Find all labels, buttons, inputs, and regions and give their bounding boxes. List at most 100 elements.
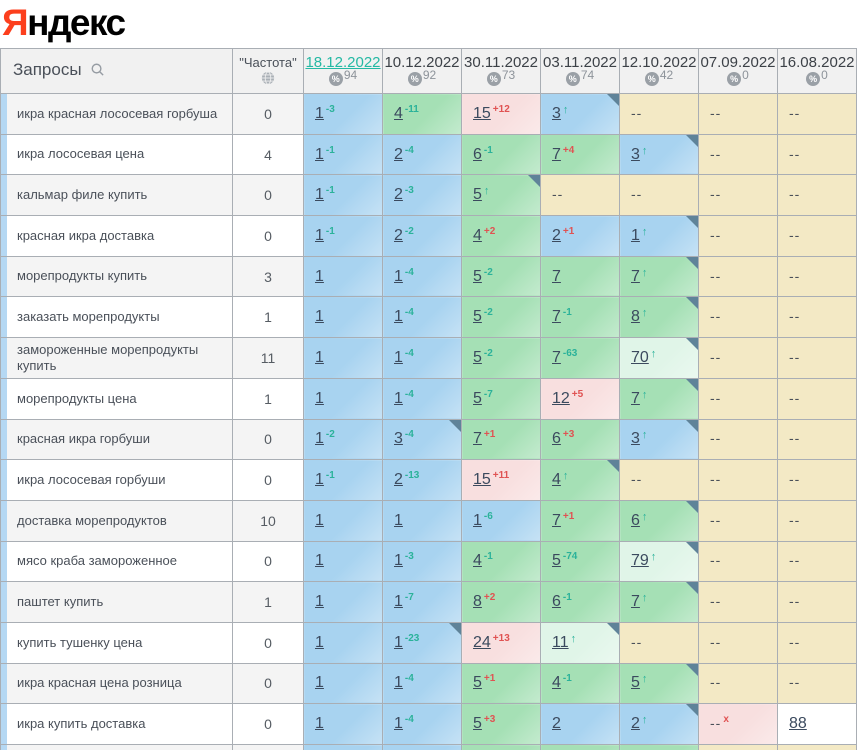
position-link[interactable]: 1 (315, 145, 324, 163)
position-link[interactable]: 1 (315, 430, 324, 448)
position-link[interactable]: 5 (473, 389, 482, 407)
date-link[interactable]: 07.09.2022 (700, 54, 776, 71)
position-link[interactable]: 7 (552, 308, 561, 326)
position-link[interactable]: 4 (552, 471, 561, 489)
row-select-strip[interactable] (1, 623, 7, 663)
row-select-strip[interactable] (1, 257, 7, 296)
position-link[interactable]: 5 (473, 674, 482, 692)
position-link[interactable]: 1 (473, 511, 482, 529)
position-link[interactable]: 2 (394, 186, 403, 204)
position-link[interactable]: 1 (315, 471, 324, 489)
position-link[interactable]: 79 (631, 552, 649, 570)
position-link[interactable]: 2 (631, 715, 640, 733)
position-link[interactable]: 2 (394, 471, 403, 489)
position-link[interactable]: 24 (473, 633, 491, 651)
row-select-strip[interactable] (1, 379, 7, 419)
position-link[interactable]: 1 (394, 633, 403, 651)
position-link[interactable]: 4 (473, 226, 482, 244)
position-link[interactable]: 7 (631, 267, 640, 285)
row-select-strip[interactable] (1, 460, 7, 500)
position-link[interactable]: 15 (473, 104, 491, 122)
position-link[interactable]: 1 (315, 633, 324, 651)
row-select-strip[interactable] (1, 94, 7, 134)
position-link[interactable]: 1 (394, 511, 403, 529)
position-link[interactable]: 1 (315, 226, 324, 244)
position-link[interactable]: 12 (552, 389, 570, 407)
position-link[interactable]: 6 (473, 145, 482, 163)
position-link[interactable]: 1 (631, 226, 640, 244)
position-link[interactable]: 7 (473, 430, 482, 448)
position-link[interactable]: 1 (394, 674, 403, 692)
position-link[interactable]: 8 (631, 308, 640, 326)
position-link[interactable]: 2 (552, 226, 561, 244)
position-link[interactable]: 1 (315, 715, 324, 733)
position-link[interactable]: 7 (631, 389, 640, 407)
position-link[interactable]: 5 (473, 267, 482, 285)
position-link[interactable]: 7 (552, 511, 561, 529)
position-link[interactable]: 1 (315, 552, 324, 570)
position-link[interactable]: 1 (394, 593, 403, 611)
row-select-strip[interactable] (1, 419, 7, 459)
row-select-strip[interactable] (1, 664, 7, 703)
row-select-strip[interactable] (1, 338, 7, 378)
position-link[interactable]: 1 (315, 267, 324, 285)
active-date-link[interactable]: 18.12.2022 (305, 54, 381, 71)
date-link[interactable]: 30.11.2022 (464, 54, 538, 71)
row-select-strip[interactable] (1, 501, 7, 541)
search-icon[interactable] (90, 62, 105, 81)
row-select-strip[interactable] (1, 175, 7, 215)
position-link[interactable]: 5 (473, 348, 482, 366)
date-link[interactable]: 03.11.2022 (543, 54, 617, 71)
position-link[interactable]: 7 (552, 267, 561, 285)
position-link[interactable]: 4 (473, 552, 482, 570)
position-link[interactable]: 2 (394, 145, 403, 163)
position-link[interactable]: 2 (394, 226, 403, 244)
position-link[interactable]: 1 (315, 348, 324, 366)
position-link[interactable]: 1 (394, 308, 403, 326)
position-link[interactable]: 1 (315, 104, 324, 122)
position-link[interactable]: 1 (394, 267, 403, 285)
position-link[interactable]: 5 (473, 308, 482, 326)
position-link[interactable]: 1 (315, 593, 324, 611)
date-link[interactable]: 10.12.2022 (384, 54, 460, 71)
row-select-strip[interactable] (1, 704, 7, 744)
position-link[interactable]: 3 (552, 104, 561, 122)
position-link[interactable]: 1 (394, 348, 403, 366)
position-link[interactable]: 8 (473, 593, 482, 611)
position-link[interactable]: 7 (552, 145, 561, 163)
position-link[interactable]: 5 (473, 186, 482, 204)
position-link[interactable]: 7 (631, 593, 640, 611)
yandex-logo[interactable]: Яндекс (0, 0, 857, 48)
row-select-strip[interactable] (1, 216, 7, 256)
date-link[interactable]: 12.10.2022 (621, 54, 697, 71)
position-link[interactable]: 11 (552, 633, 569, 651)
position-link[interactable]: 1 (315, 389, 324, 407)
position-link[interactable]: 1 (394, 389, 403, 407)
position-link[interactable]: 15 (473, 471, 491, 489)
position-link[interactable]: 3 (631, 145, 640, 163)
position-link[interactable]: 5 (631, 674, 640, 692)
position-link[interactable]: 5 (473, 715, 482, 733)
row-select-strip[interactable] (1, 297, 7, 337)
position-link[interactable]: 2 (552, 715, 561, 733)
row-select-strip[interactable] (1, 542, 7, 581)
position-link[interactable]: 4 (394, 104, 403, 122)
position-link[interactable]: 7 (552, 348, 561, 366)
position-link[interactable]: 1 (315, 511, 324, 529)
position-link[interactable]: 6 (552, 430, 561, 448)
position-link[interactable]: 1 (315, 186, 324, 204)
position-link[interactable]: 6 (631, 511, 640, 529)
position-link[interactable]: 6 (552, 593, 561, 611)
position-link[interactable]: 1 (394, 715, 403, 733)
position-link[interactable]: 1 (394, 552, 403, 570)
row-select-strip[interactable] (1, 135, 7, 174)
row-select-strip[interactable] (1, 582, 7, 622)
position-link[interactable]: 88 (789, 715, 807, 733)
position-link[interactable]: 5 (552, 552, 561, 570)
date-link[interactable]: 16.08.2022 (779, 54, 855, 71)
position-link[interactable]: 1 (315, 308, 324, 326)
position-link[interactable]: 3 (631, 430, 640, 448)
position-link[interactable]: 4 (552, 674, 561, 692)
position-link[interactable]: 70 (631, 348, 649, 366)
position-link[interactable]: 1 (315, 674, 324, 692)
